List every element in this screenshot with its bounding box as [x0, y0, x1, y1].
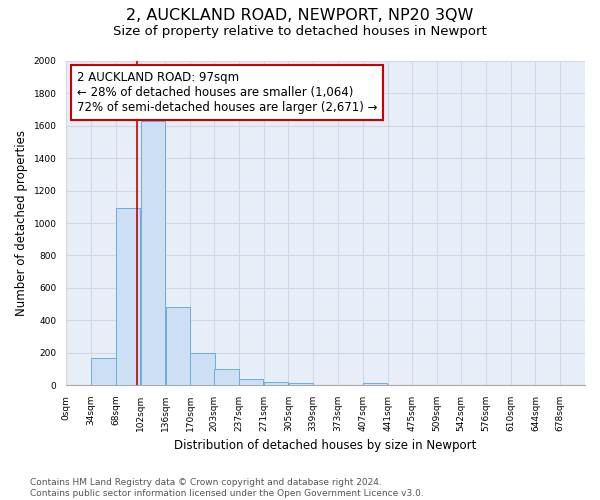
Bar	[141, 121, 165, 385]
Bar	[214, 369, 239, 385]
Bar	[239, 380, 263, 385]
Bar	[116, 208, 140, 385]
Y-axis label: Number of detached properties: Number of detached properties	[15, 130, 28, 316]
Bar	[166, 308, 190, 385]
Bar	[91, 358, 116, 385]
Text: 2 AUCKLAND ROAD: 97sqm
← 28% of detached houses are smaller (1,064)
72% of semi-: 2 AUCKLAND ROAD: 97sqm ← 28% of detached…	[77, 70, 377, 114]
X-axis label: Distribution of detached houses by size in Newport: Distribution of detached houses by size …	[175, 440, 477, 452]
Bar	[363, 382, 387, 385]
Bar	[190, 352, 215, 385]
Text: Size of property relative to detached houses in Newport: Size of property relative to detached ho…	[113, 25, 487, 38]
Text: 2, AUCKLAND ROAD, NEWPORT, NP20 3QW: 2, AUCKLAND ROAD, NEWPORT, NP20 3QW	[127, 8, 473, 22]
Bar	[264, 382, 288, 385]
Bar	[289, 382, 313, 385]
Text: Contains HM Land Registry data © Crown copyright and database right 2024.
Contai: Contains HM Land Registry data © Crown c…	[30, 478, 424, 498]
